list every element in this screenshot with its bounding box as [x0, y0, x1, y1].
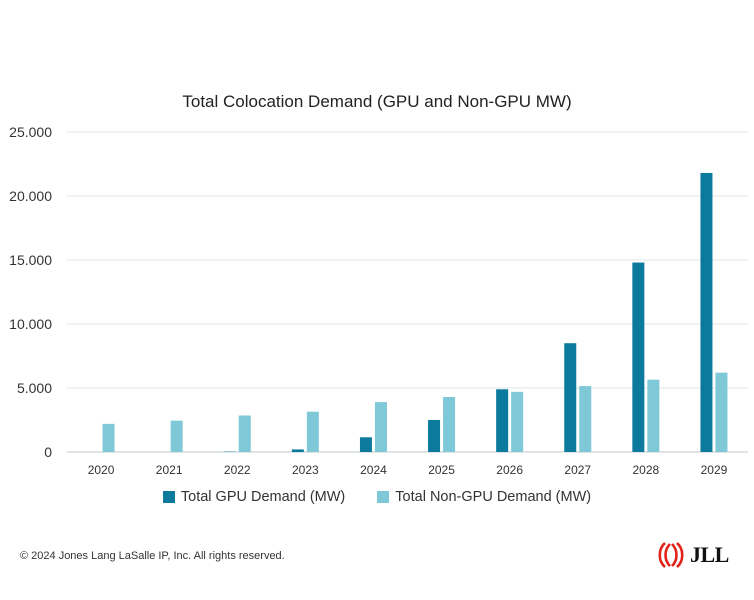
legend-label-gpu: Total GPU Demand (MW) [180, 489, 346, 505]
x-tick-label: 2024 [360, 463, 387, 477]
bar-non-gpu [715, 372, 728, 452]
x-tick-label: 2023 [292, 463, 319, 477]
bar-gpu [291, 449, 304, 452]
legend-label-non-gpu: Total Non-GPU Demand (MW) [395, 489, 592, 505]
x-tick-label: 2027 [564, 463, 591, 477]
jll-logo-icon [658, 542, 684, 568]
bar-gpu [496, 389, 509, 452]
chart-legend: Total GPU Demand (MW) Total Non-GPU Dema… [0, 489, 754, 507]
bar-non-gpu [238, 415, 251, 452]
y-tick-label: 15.000 [9, 252, 52, 268]
legend-swatch-gpu [162, 491, 175, 503]
y-tick-label: 10.000 [9, 316, 52, 332]
logo-text: JLL [690, 542, 729, 567]
jll-logo: JLL [656, 540, 729, 570]
bar-non-gpu [306, 411, 319, 452]
legend-item-gpu: Total GPU Demand (MW) [162, 489, 346, 505]
x-tick-label: 2028 [632, 463, 659, 477]
x-tick-label: 2022 [224, 463, 251, 477]
chart-title: Total Colocation Demand (GPU and Non-GPU… [182, 92, 572, 111]
bar-non-gpu [374, 402, 387, 452]
x-tick-label: 2025 [428, 463, 455, 477]
legend-item-non-gpu: Total Non-GPU Demand (MW) [377, 489, 591, 505]
y-tick-label: 25.000 [9, 124, 52, 140]
bar-gpu [359, 437, 372, 452]
legend-swatch-non-gpu [377, 491, 390, 503]
bar-gpu [632, 262, 645, 452]
bar-non-gpu [511, 391, 524, 452]
x-tick-label: 2020 [88, 463, 115, 477]
bar-gpu [700, 172, 713, 452]
bar-non-gpu [443, 396, 456, 452]
y-tick-label: 20.000 [9, 188, 52, 204]
x-tick-label: 2021 [156, 463, 183, 477]
bar-non-gpu [170, 420, 183, 452]
x-tick-label: 2026 [496, 463, 523, 477]
x-tick-label: 2029 [701, 463, 728, 477]
bar-gpu [564, 343, 577, 452]
copyright-text: © 2024 Jones Lang LaSalle IP, Inc. All r… [20, 550, 285, 562]
y-tick-label: 0 [44, 444, 52, 460]
bar-non-gpu [102, 423, 115, 452]
y-tick-label: 5.000 [17, 380, 52, 396]
bar-gpu [428, 420, 441, 452]
bar-non-gpu [579, 386, 592, 452]
bar-non-gpu [647, 379, 660, 452]
